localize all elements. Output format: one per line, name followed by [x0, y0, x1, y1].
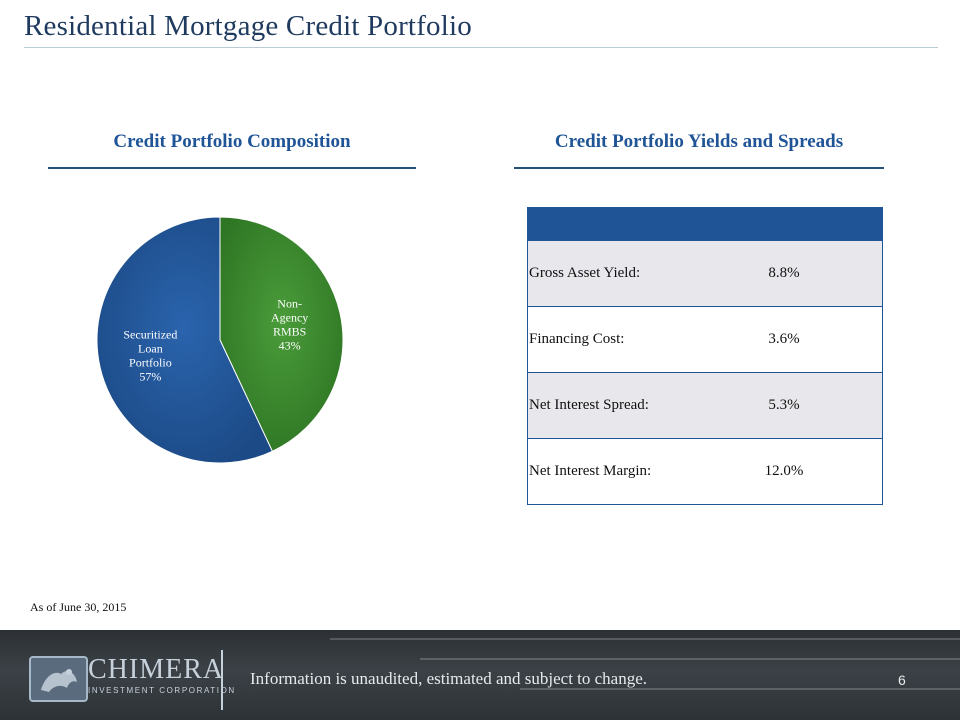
logo-wordmark: CHIMERA: [88, 654, 225, 685]
table-row: Net Interest Margin: 12.0%: [528, 438, 882, 504]
table-row: Financing Cost: 3.6%: [528, 306, 882, 372]
footer-background-stair: [520, 688, 960, 690]
composition-heading-rule: [48, 167, 416, 169]
row-value-gross-asset-yield: 8.8%: [768, 265, 800, 281]
table-header: [528, 207, 882, 240]
table-row: Gross Asset Yield: 8.8%: [528, 240, 882, 306]
yields-heading-rule: [514, 167, 884, 169]
pie-label-securitized-loan-portfolio: Securitized Loan Portfolio 57%: [123, 328, 177, 384]
table-row: Net Interest Spread: 5.3%: [528, 372, 882, 438]
page-title: Residential Mortgage Credit Portfolio: [24, 10, 472, 42]
yields-table: Gross Asset Yield: 8.8% Financing Cost: …: [527, 207, 883, 505]
pie-label-non-agency-rmbs: Non-Agency RMBS 43%: [271, 296, 308, 352]
row-label-net-interest-margin: Net Interest Margin:: [529, 463, 652, 479]
footer-background-stair: [330, 638, 960, 640]
yields-heading: Credit Portfolio Yields and Spreads: [554, 131, 844, 152]
footer-disclaimer: Information is unaudited, estimated and …: [250, 669, 648, 688]
footer-background-stair: [420, 658, 960, 660]
title-divider: [24, 47, 938, 48]
page-number: 6: [898, 672, 906, 688]
footer-banner: CHIMERA INVESTMENT CORPORATION Informati…: [0, 630, 960, 720]
pie-slice-securitized-loan-portfolio: [96, 216, 274, 464]
row-label-gross-asset-yield: Gross Asset Yield:: [529, 265, 641, 281]
composition-pie-chart: Non-Agency RMBS 43% Securitized Loan Portfoli…: [96, 216, 344, 464]
row-value-net-interest-margin: 12.0%: [764, 463, 804, 479]
composition-heading: Credit Portfolio Composition: [113, 131, 351, 152]
row-value-financing-cost: 3.6%: [768, 331, 800, 347]
chimera-crest-icon: [29, 656, 88, 702]
row-value-net-interest-spread: 5.3%: [768, 397, 800, 413]
footer-divider: [221, 650, 223, 710]
as-of-date: As of June 30, 2015: [30, 600, 127, 614]
row-label-financing-cost: Financing Cost:: [529, 331, 625, 347]
pie-slice-non-agency-rmbs: [219, 216, 344, 452]
row-label-net-interest-spread: Net Interest Spread:: [529, 397, 649, 413]
logo-subtitle: INVESTMENT CORPORATION: [88, 686, 236, 695]
